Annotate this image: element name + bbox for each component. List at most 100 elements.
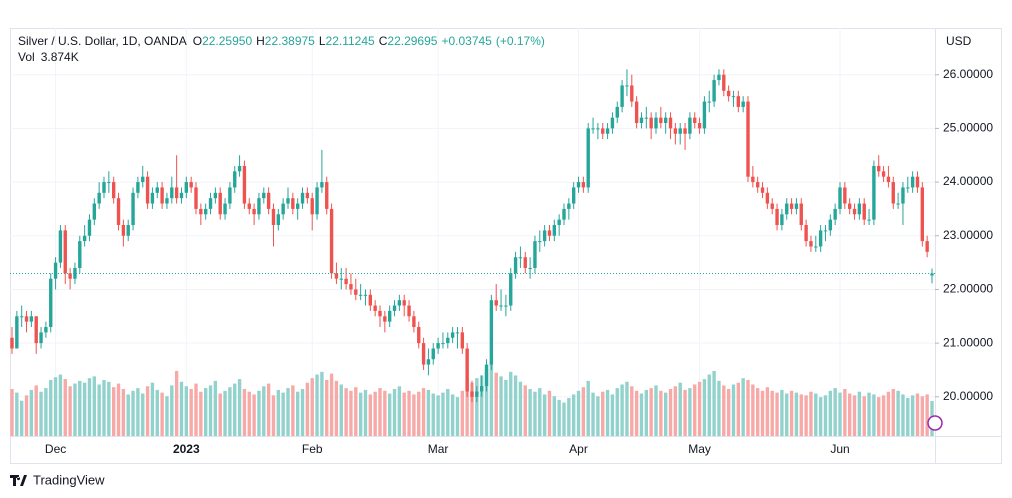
candle-body [412, 316, 416, 328]
candle-body [760, 187, 765, 193]
volume-bar [538, 388, 542, 436]
candle-body [518, 257, 523, 259]
candle-body [847, 203, 852, 209]
candle-body [872, 165, 876, 220]
volume-bar [838, 392, 842, 436]
candle-body [906, 187, 910, 189]
candle-body [383, 316, 387, 322]
candle-body [291, 198, 295, 209]
volume-bar [450, 394, 455, 436]
candle-body [111, 182, 116, 199]
volume-bar [901, 394, 905, 436]
volume-bar [329, 373, 334, 436]
candle-body [775, 208, 779, 226]
volume-bar [295, 391, 300, 436]
candle-body [852, 208, 857, 215]
volume-bar [702, 379, 707, 436]
volume-bar [150, 382, 155, 436]
volume-bar [610, 394, 615, 436]
indicator-badge[interactable] [927, 415, 943, 431]
candle-body [867, 219, 871, 221]
volume-bar [436, 395, 440, 436]
candle-body [862, 203, 866, 220]
candle-body [116, 198, 121, 226]
volume-bar [203, 388, 208, 436]
candle-body [44, 327, 48, 333]
candle-body [823, 230, 828, 232]
volume-bar [915, 393, 920, 436]
candle-body [310, 198, 314, 215]
volume-bar [581, 387, 586, 436]
candle-body [596, 128, 600, 130]
candle-body [814, 246, 818, 248]
candle-body [455, 332, 460, 334]
candle-body [523, 257, 527, 268]
candle-body [838, 187, 842, 209]
volume-bar [402, 392, 406, 436]
volume-bar [276, 389, 281, 436]
candle-body [378, 310, 382, 317]
volume-bar [136, 388, 140, 436]
candle-body [644, 117, 649, 119]
candle-body [567, 203, 571, 209]
chart-title: Silver / U.S. Dollar, 1D, OANDA [18, 34, 187, 48]
candle-body [354, 289, 358, 295]
candle-body [189, 182, 193, 188]
candle-body [266, 192, 271, 209]
volume-bar [731, 384, 736, 436]
candle-body [886, 176, 891, 183]
candle-body [344, 278, 348, 285]
candle-body [809, 241, 813, 247]
volume-bar [780, 389, 784, 436]
candle-body [194, 187, 198, 209]
volume-bar [489, 361, 494, 436]
candle-body [286, 198, 290, 204]
candle-body [237, 165, 242, 172]
volume-bar [325, 379, 329, 436]
candle-body [325, 182, 329, 209]
candle-body [605, 128, 610, 134]
volume-bar [155, 389, 159, 436]
volume-bar [237, 379, 242, 436]
brand-name: TradingView [33, 472, 105, 487]
candle-body [15, 316, 19, 349]
volume-bar [877, 397, 881, 436]
volume-bar [596, 396, 600, 436]
candle-body [877, 165, 881, 172]
volume-bar [349, 390, 353, 436]
candle-body [199, 208, 203, 215]
candle-body [426, 359, 431, 365]
volume-bar [363, 389, 368, 436]
candle-body [538, 241, 542, 243]
volume-bar [760, 390, 765, 436]
volume-bar [513, 375, 518, 436]
candle-body [431, 348, 435, 360]
volume-bar [315, 374, 319, 436]
candle-body [397, 300, 402, 306]
volume-bar [179, 381, 184, 436]
volume-key: Vol [18, 50, 35, 64]
volume-bar [785, 393, 789, 436]
volume-bar [344, 388, 348, 436]
candle-body [668, 117, 673, 129]
candle-body [678, 128, 682, 134]
volume-bar [605, 389, 610, 436]
volume-bar [562, 402, 566, 436]
candle-body [533, 241, 537, 268]
candle-body [731, 96, 736, 98]
y-tick-label: 21.00000 [943, 335, 993, 349]
volume-bar [528, 389, 532, 436]
volume-bar [455, 397, 460, 436]
grid [10, 28, 935, 436]
candle-body [24, 316, 29, 322]
candle-body [271, 208, 276, 226]
volume-bar [339, 384, 343, 436]
volume-bar [775, 392, 779, 436]
candle-body [373, 305, 377, 311]
candle-body [479, 386, 484, 392]
volume-bar [262, 386, 266, 436]
candle-body [930, 273, 934, 276]
candle-body [562, 208, 566, 220]
candle-body [833, 208, 837, 220]
